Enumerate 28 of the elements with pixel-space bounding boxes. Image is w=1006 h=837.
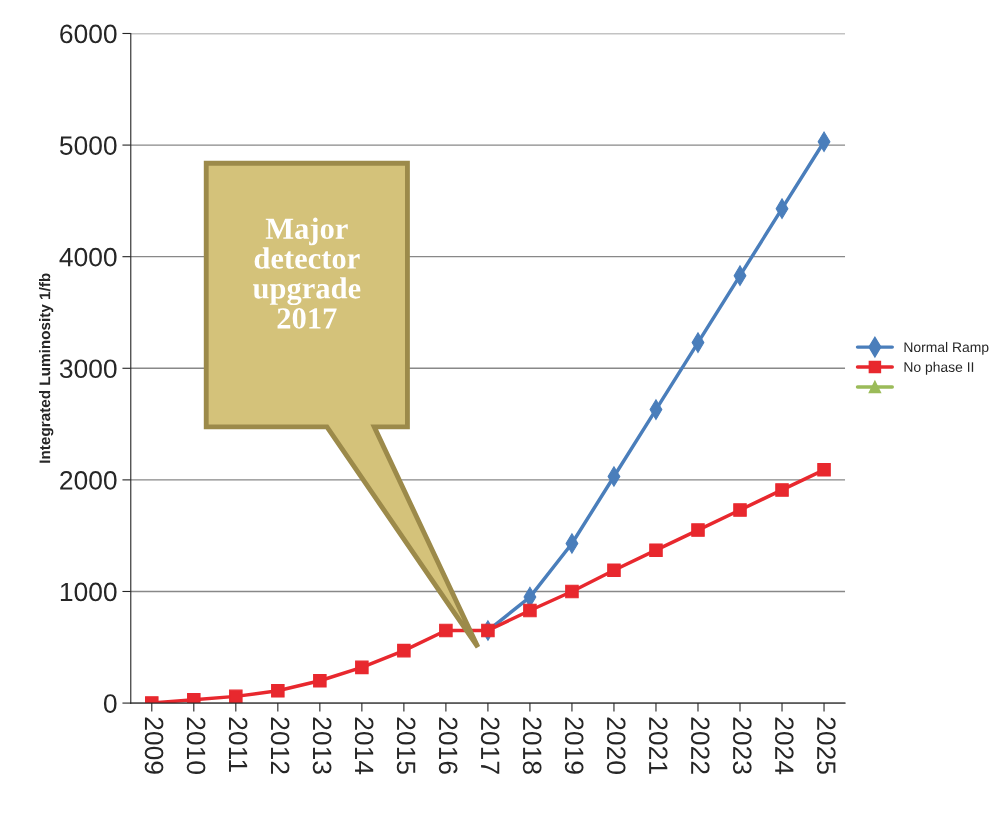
x-tick-label: 2013 <box>312 717 332 774</box>
x-tick-label: 2019 <box>564 717 584 774</box>
y-tick-label: 5000 <box>59 136 117 155</box>
x-tick-label: 2012 <box>270 717 290 774</box>
y-tick-label: 6000 <box>60 24 117 44</box>
x-tick-label: 2009 <box>144 717 164 774</box>
y-tick-label: 4000 <box>59 247 117 267</box>
y-tick-label: 1000 <box>60 582 117 602</box>
x-tick-label: 2021 <box>648 717 668 774</box>
x-tick-label: 2020 <box>606 717 626 774</box>
x-tick-label: 2017 <box>480 717 500 774</box>
x-tick-label: 2023 <box>732 717 752 774</box>
x-tick-label: 2024 <box>774 717 794 775</box>
x-tick-label: 2022 <box>690 717 710 774</box>
x-tick-label: 2016 <box>438 717 458 774</box>
annotation: Major detector upgrade 2017 <box>252 217 361 329</box>
y-axis-title: Integrated Luminosity 1/fb <box>39 273 54 463</box>
x-tick-label: 2015 <box>396 717 416 774</box>
x-tick-label: 2014 <box>354 717 374 775</box>
y-tick-label: 2000 <box>60 471 117 490</box>
legend-label: Normal Ramp <box>904 341 989 355</box>
x-tick-label: 2018 <box>522 717 542 774</box>
y-tick-label: 0 <box>103 694 117 713</box>
y-tick-label: 3000 <box>59 359 117 379</box>
x-tick-label: 2025 <box>816 717 836 774</box>
legend-label: No phase II <box>904 361 974 375</box>
x-tick-label: 2010 <box>186 717 206 774</box>
x-tick-label: 2011 <box>228 717 248 772</box>
